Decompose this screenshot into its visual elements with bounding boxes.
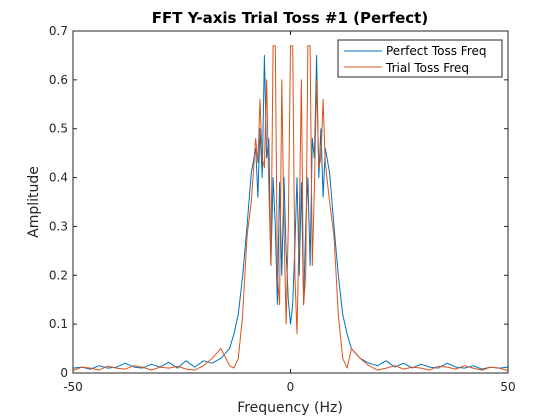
series-layer — [72, 45, 509, 372]
legend: Perfect Toss Freq Trial Toss Freq — [337, 39, 503, 78]
y-tick-label: 0.7 — [49, 24, 68, 38]
y-tick-label: 0.6 — [49, 73, 68, 87]
plot-area — [73, 31, 508, 373]
legend-box — [337, 39, 503, 78]
x-tick-label: 50 — [500, 380, 515, 394]
x-tick-label: 0 — [287, 380, 295, 394]
ticks-layer: 00.10.20.30.40.50.60.7-50 0 50 — [49, 24, 516, 394]
chart-title: FFT Y-axis Trial Toss #1 (Perfect) — [152, 9, 428, 27]
x-axis-label: Frequency (Hz) — [237, 400, 343, 416]
y-tick-label: 0.2 — [49, 268, 68, 282]
y-tick-label: 0.5 — [49, 122, 68, 136]
legend-label-perfect: Perfect Toss Freq — [386, 44, 487, 58]
legend-label-trial: Trial Toss Freq — [385, 61, 469, 75]
y-tick-label: 0 — [60, 366, 68, 380]
series-line-trial-toss — [72, 45, 509, 372]
x-tick-label: -50 — [63, 380, 83, 394]
y-tick-label: 0.3 — [49, 219, 68, 233]
y-tick-label: 0.4 — [49, 171, 68, 185]
y-axis-label: Amplitude — [26, 166, 42, 238]
series-line-perfect-toss — [72, 54, 509, 370]
y-tick-label: 0.1 — [49, 317, 68, 331]
